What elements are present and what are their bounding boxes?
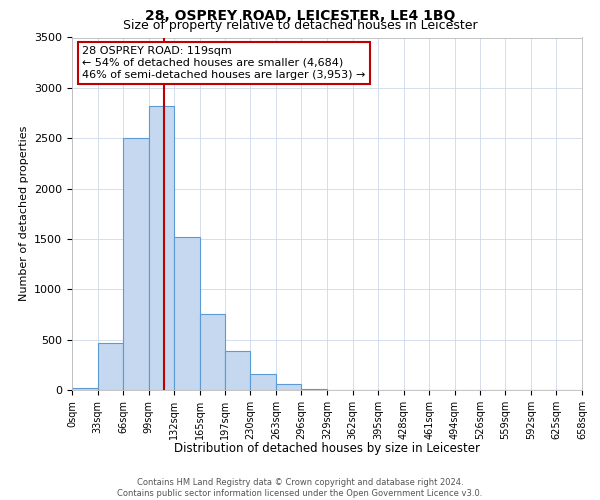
Text: Size of property relative to detached houses in Leicester: Size of property relative to detached ho… (122, 19, 478, 32)
Bar (301, 389, 327, 390)
Bar (123, 138, 149, 390)
Text: Contains HM Land Registry data © Crown copyright and database right 2024.
Contai: Contains HM Land Registry data © Crown c… (118, 478, 482, 498)
Bar (175, 237, 200, 390)
Bar (200, 314, 224, 390)
Bar (72, 388, 98, 390)
Bar (250, 374, 276, 390)
Bar (276, 384, 301, 390)
Bar (98, 342, 123, 390)
Text: 28 OSPREY ROAD: 119sqm
← 54% of detached houses are smaller (4,684)
46% of semi-: 28 OSPREY ROAD: 119sqm ← 54% of detached… (82, 46, 365, 80)
Y-axis label: Number of detached properties: Number of detached properties (19, 126, 29, 302)
Text: 28, OSPREY ROAD, LEICESTER, LE4 1BQ: 28, OSPREY ROAD, LEICESTER, LE4 1BQ (145, 9, 455, 23)
Bar (149, 106, 175, 390)
X-axis label: Distribution of detached houses by size in Leicester: Distribution of detached houses by size … (174, 442, 480, 455)
Bar (224, 350, 250, 390)
